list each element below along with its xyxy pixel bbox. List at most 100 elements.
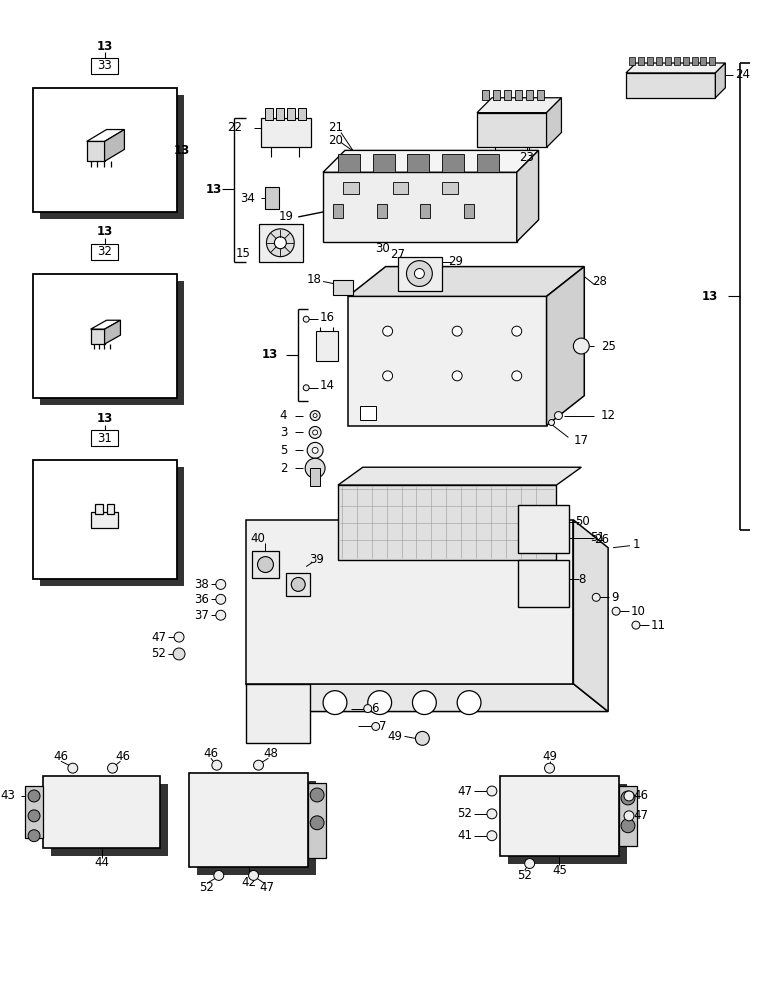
Polygon shape bbox=[338, 485, 557, 560]
Bar bbox=[408, 154, 429, 172]
Bar bbox=[665, 57, 671, 65]
Bar bbox=[276, 108, 284, 120]
Text: 4: 4 bbox=[279, 409, 287, 422]
Circle shape bbox=[612, 607, 620, 615]
Bar bbox=[338, 154, 360, 172]
Circle shape bbox=[310, 788, 324, 802]
Circle shape bbox=[487, 786, 497, 796]
Text: 41: 41 bbox=[457, 829, 472, 842]
Bar bbox=[537, 90, 543, 100]
Circle shape bbox=[372, 722, 380, 730]
Circle shape bbox=[312, 447, 318, 453]
Polygon shape bbox=[245, 684, 310, 743]
Bar bbox=[518, 560, 570, 607]
Bar bbox=[700, 57, 706, 65]
Bar bbox=[33, 274, 177, 398]
Circle shape bbox=[291, 577, 305, 591]
Polygon shape bbox=[86, 130, 124, 141]
Bar bbox=[464, 204, 474, 218]
Text: 46: 46 bbox=[203, 747, 218, 760]
Circle shape bbox=[28, 810, 40, 822]
Text: 38: 38 bbox=[194, 578, 209, 591]
Polygon shape bbox=[547, 267, 584, 426]
Text: 32: 32 bbox=[97, 245, 112, 258]
Text: 40: 40 bbox=[250, 532, 265, 545]
Text: 24: 24 bbox=[735, 68, 750, 81]
Text: 21: 21 bbox=[328, 121, 343, 134]
Polygon shape bbox=[51, 784, 168, 856]
Bar bbox=[333, 204, 343, 218]
Text: 11: 11 bbox=[651, 619, 665, 632]
Bar bbox=[287, 108, 295, 120]
Text: 9: 9 bbox=[611, 591, 618, 604]
Circle shape bbox=[621, 791, 635, 805]
Text: 49: 49 bbox=[542, 750, 557, 763]
Bar bbox=[360, 406, 376, 420]
Text: 31: 31 bbox=[97, 432, 112, 445]
Circle shape bbox=[574, 338, 589, 354]
Text: 10: 10 bbox=[631, 605, 646, 618]
Text: 6: 6 bbox=[371, 702, 378, 715]
Circle shape bbox=[592, 593, 600, 601]
Polygon shape bbox=[348, 296, 547, 426]
Bar bbox=[90, 430, 118, 446]
Circle shape bbox=[303, 316, 309, 322]
Text: 47: 47 bbox=[633, 809, 648, 822]
Text: 13: 13 bbox=[96, 225, 113, 238]
Bar bbox=[252, 551, 279, 578]
Circle shape bbox=[323, 691, 347, 715]
Text: 13: 13 bbox=[174, 144, 190, 157]
Bar bbox=[518, 505, 570, 553]
Circle shape bbox=[415, 731, 429, 745]
Bar bbox=[25, 786, 43, 838]
Text: 52: 52 bbox=[151, 647, 166, 660]
Circle shape bbox=[253, 760, 263, 770]
Polygon shape bbox=[90, 320, 120, 329]
Polygon shape bbox=[40, 95, 184, 219]
Text: 8: 8 bbox=[578, 573, 586, 586]
Bar bbox=[316, 331, 338, 361]
Circle shape bbox=[632, 621, 640, 629]
Circle shape bbox=[173, 648, 185, 660]
Text: 39: 39 bbox=[309, 553, 323, 566]
Text: 46: 46 bbox=[53, 750, 69, 763]
Circle shape bbox=[525, 859, 535, 868]
Circle shape bbox=[624, 791, 634, 801]
Text: 7: 7 bbox=[379, 720, 387, 733]
Bar bbox=[692, 57, 698, 65]
Circle shape bbox=[310, 816, 324, 830]
Bar bbox=[682, 57, 689, 65]
Bar bbox=[629, 57, 635, 65]
Text: 30: 30 bbox=[375, 242, 390, 255]
Polygon shape bbox=[40, 467, 184, 586]
Text: 5: 5 bbox=[280, 444, 287, 457]
Circle shape bbox=[544, 763, 554, 773]
Text: 19: 19 bbox=[278, 210, 293, 223]
Bar bbox=[655, 57, 662, 65]
Circle shape bbox=[313, 414, 317, 418]
Circle shape bbox=[216, 610, 225, 620]
Text: 43: 43 bbox=[0, 789, 15, 802]
Bar bbox=[43, 776, 160, 848]
Text: 27: 27 bbox=[390, 248, 405, 261]
Circle shape bbox=[258, 557, 273, 573]
Polygon shape bbox=[40, 281, 184, 405]
Polygon shape bbox=[197, 781, 316, 875]
Polygon shape bbox=[477, 113, 547, 147]
Bar bbox=[398, 257, 442, 291]
Circle shape bbox=[266, 229, 294, 257]
Bar bbox=[504, 90, 511, 100]
Bar bbox=[526, 90, 533, 100]
Text: 46: 46 bbox=[633, 789, 648, 802]
Bar bbox=[377, 204, 387, 218]
Text: 45: 45 bbox=[552, 864, 567, 877]
Circle shape bbox=[452, 326, 462, 336]
Circle shape bbox=[457, 691, 481, 715]
Polygon shape bbox=[547, 98, 561, 147]
Text: 34: 34 bbox=[241, 192, 256, 205]
Text: 28: 28 bbox=[592, 275, 607, 288]
Polygon shape bbox=[716, 63, 726, 98]
Text: 3: 3 bbox=[280, 426, 287, 439]
Text: 35: 35 bbox=[320, 333, 335, 346]
Circle shape bbox=[174, 632, 184, 642]
